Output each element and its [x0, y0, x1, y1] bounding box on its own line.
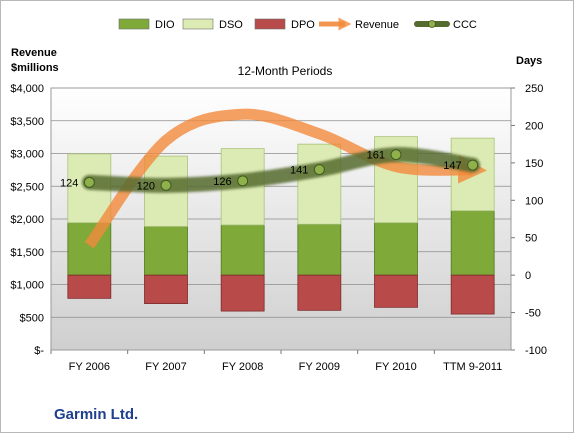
company-name: Garmin Ltd.	[54, 406, 138, 423]
right-tick-label: -100	[525, 345, 547, 357]
legend: DIO DSO DPO Revenue CCC	[118, 17, 477, 31]
right-axis-title: Days	[516, 55, 542, 67]
revenue-line	[84, 108, 487, 249]
x-tick-label: FY 2008	[222, 361, 263, 373]
left-axis: $- $500 $1,000 $1,500 $2,000 $2,500 $3,000 $3,5…	[10, 83, 44, 357]
dpo-bar	[67, 274, 112, 299]
left-tick-label: $1,500	[10, 247, 44, 259]
dpo-bar	[144, 274, 188, 304]
right-tick-label: -50	[525, 308, 541, 320]
right-tick-label: 250	[525, 83, 543, 95]
legend-label: CCC	[453, 19, 477, 31]
legend-dso-swatch	[182, 18, 214, 30]
ccc-series	[81, 147, 481, 193]
right-axis: -100 -50 0 50 100 150 200 250	[511, 83, 547, 357]
x-tick-label: FY 2009	[299, 361, 340, 373]
ccc-data-label: 120	[137, 180, 155, 192]
legend-dio-swatch	[118, 18, 150, 30]
left-tick-label: $4,000	[10, 83, 44, 95]
x-tick-label: FY 2006	[69, 361, 110, 373]
right-tick-label: 100	[525, 195, 543, 207]
ccc-line: 124 120 126 141 161 147	[60, 147, 481, 193]
left-tick-label: $3,000	[10, 149, 44, 161]
legend-label: DSO	[219, 19, 243, 31]
right-tick-label: 150	[525, 158, 543, 170]
x-tick-label: FY 2007	[145, 361, 186, 373]
ccc-point	[467, 159, 479, 171]
left-tick-label: $2,500	[10, 181, 44, 193]
x-tick-label: FY 2010	[375, 361, 416, 373]
ccc-data-label: 124	[60, 177, 78, 189]
left-tick-label: $-	[34, 345, 44, 357]
dio-bar	[144, 226, 188, 276]
left-tick-label: $2,000	[10, 214, 44, 226]
dso-bar	[297, 143, 342, 225]
dio-bar	[220, 224, 265, 276]
chart-title: 12-Month Periods	[238, 64, 333, 78]
ccc-point	[83, 176, 95, 188]
ccc-data-label: 141	[290, 165, 308, 177]
dio-bar	[450, 210, 495, 276]
revenue-series	[84, 108, 487, 249]
ccc-point	[390, 149, 402, 161]
ccc-data-label: 161	[367, 150, 385, 162]
dpo-bar	[220, 274, 265, 312]
ccc-point	[237, 175, 249, 187]
right-tick-label: 0	[525, 270, 531, 282]
dio-bar	[374, 222, 418, 276]
legend-label: DIO	[155, 19, 175, 31]
right-tick-label: 200	[525, 120, 543, 132]
legend-label: DPO	[291, 19, 315, 31]
dio-bar	[297, 223, 342, 276]
dpo-bar	[374, 274, 418, 308]
left-tick-label: $1,000	[10, 280, 44, 292]
x-tick-label: TTM 9-2011	[443, 361, 502, 373]
ccc-data-label: 126	[213, 176, 231, 188]
x-axis: FY 2006 FY 2007 FY 2008 FY 2009 FY 2010 TTM 9…	[50, 350, 502, 373]
legend-ccc-marker	[428, 20, 436, 28]
legend-label: Revenue	[355, 19, 399, 31]
ccc-data-label: 147	[443, 160, 461, 172]
left-tick-label: $3,500	[10, 116, 44, 128]
ccc-point	[160, 179, 172, 191]
dpo-bar	[450, 274, 495, 315]
left-axis-title-line1: Revenue	[11, 47, 57, 59]
left-tick-label: $500	[20, 312, 44, 324]
dpo-bar	[297, 274, 342, 311]
left-axis-title-line2: $millions	[11, 62, 59, 74]
right-tick-label: 50	[525, 233, 537, 245]
bars	[67, 136, 495, 315]
legend-dpo-swatch	[254, 18, 286, 30]
ccc-point	[313, 164, 325, 176]
